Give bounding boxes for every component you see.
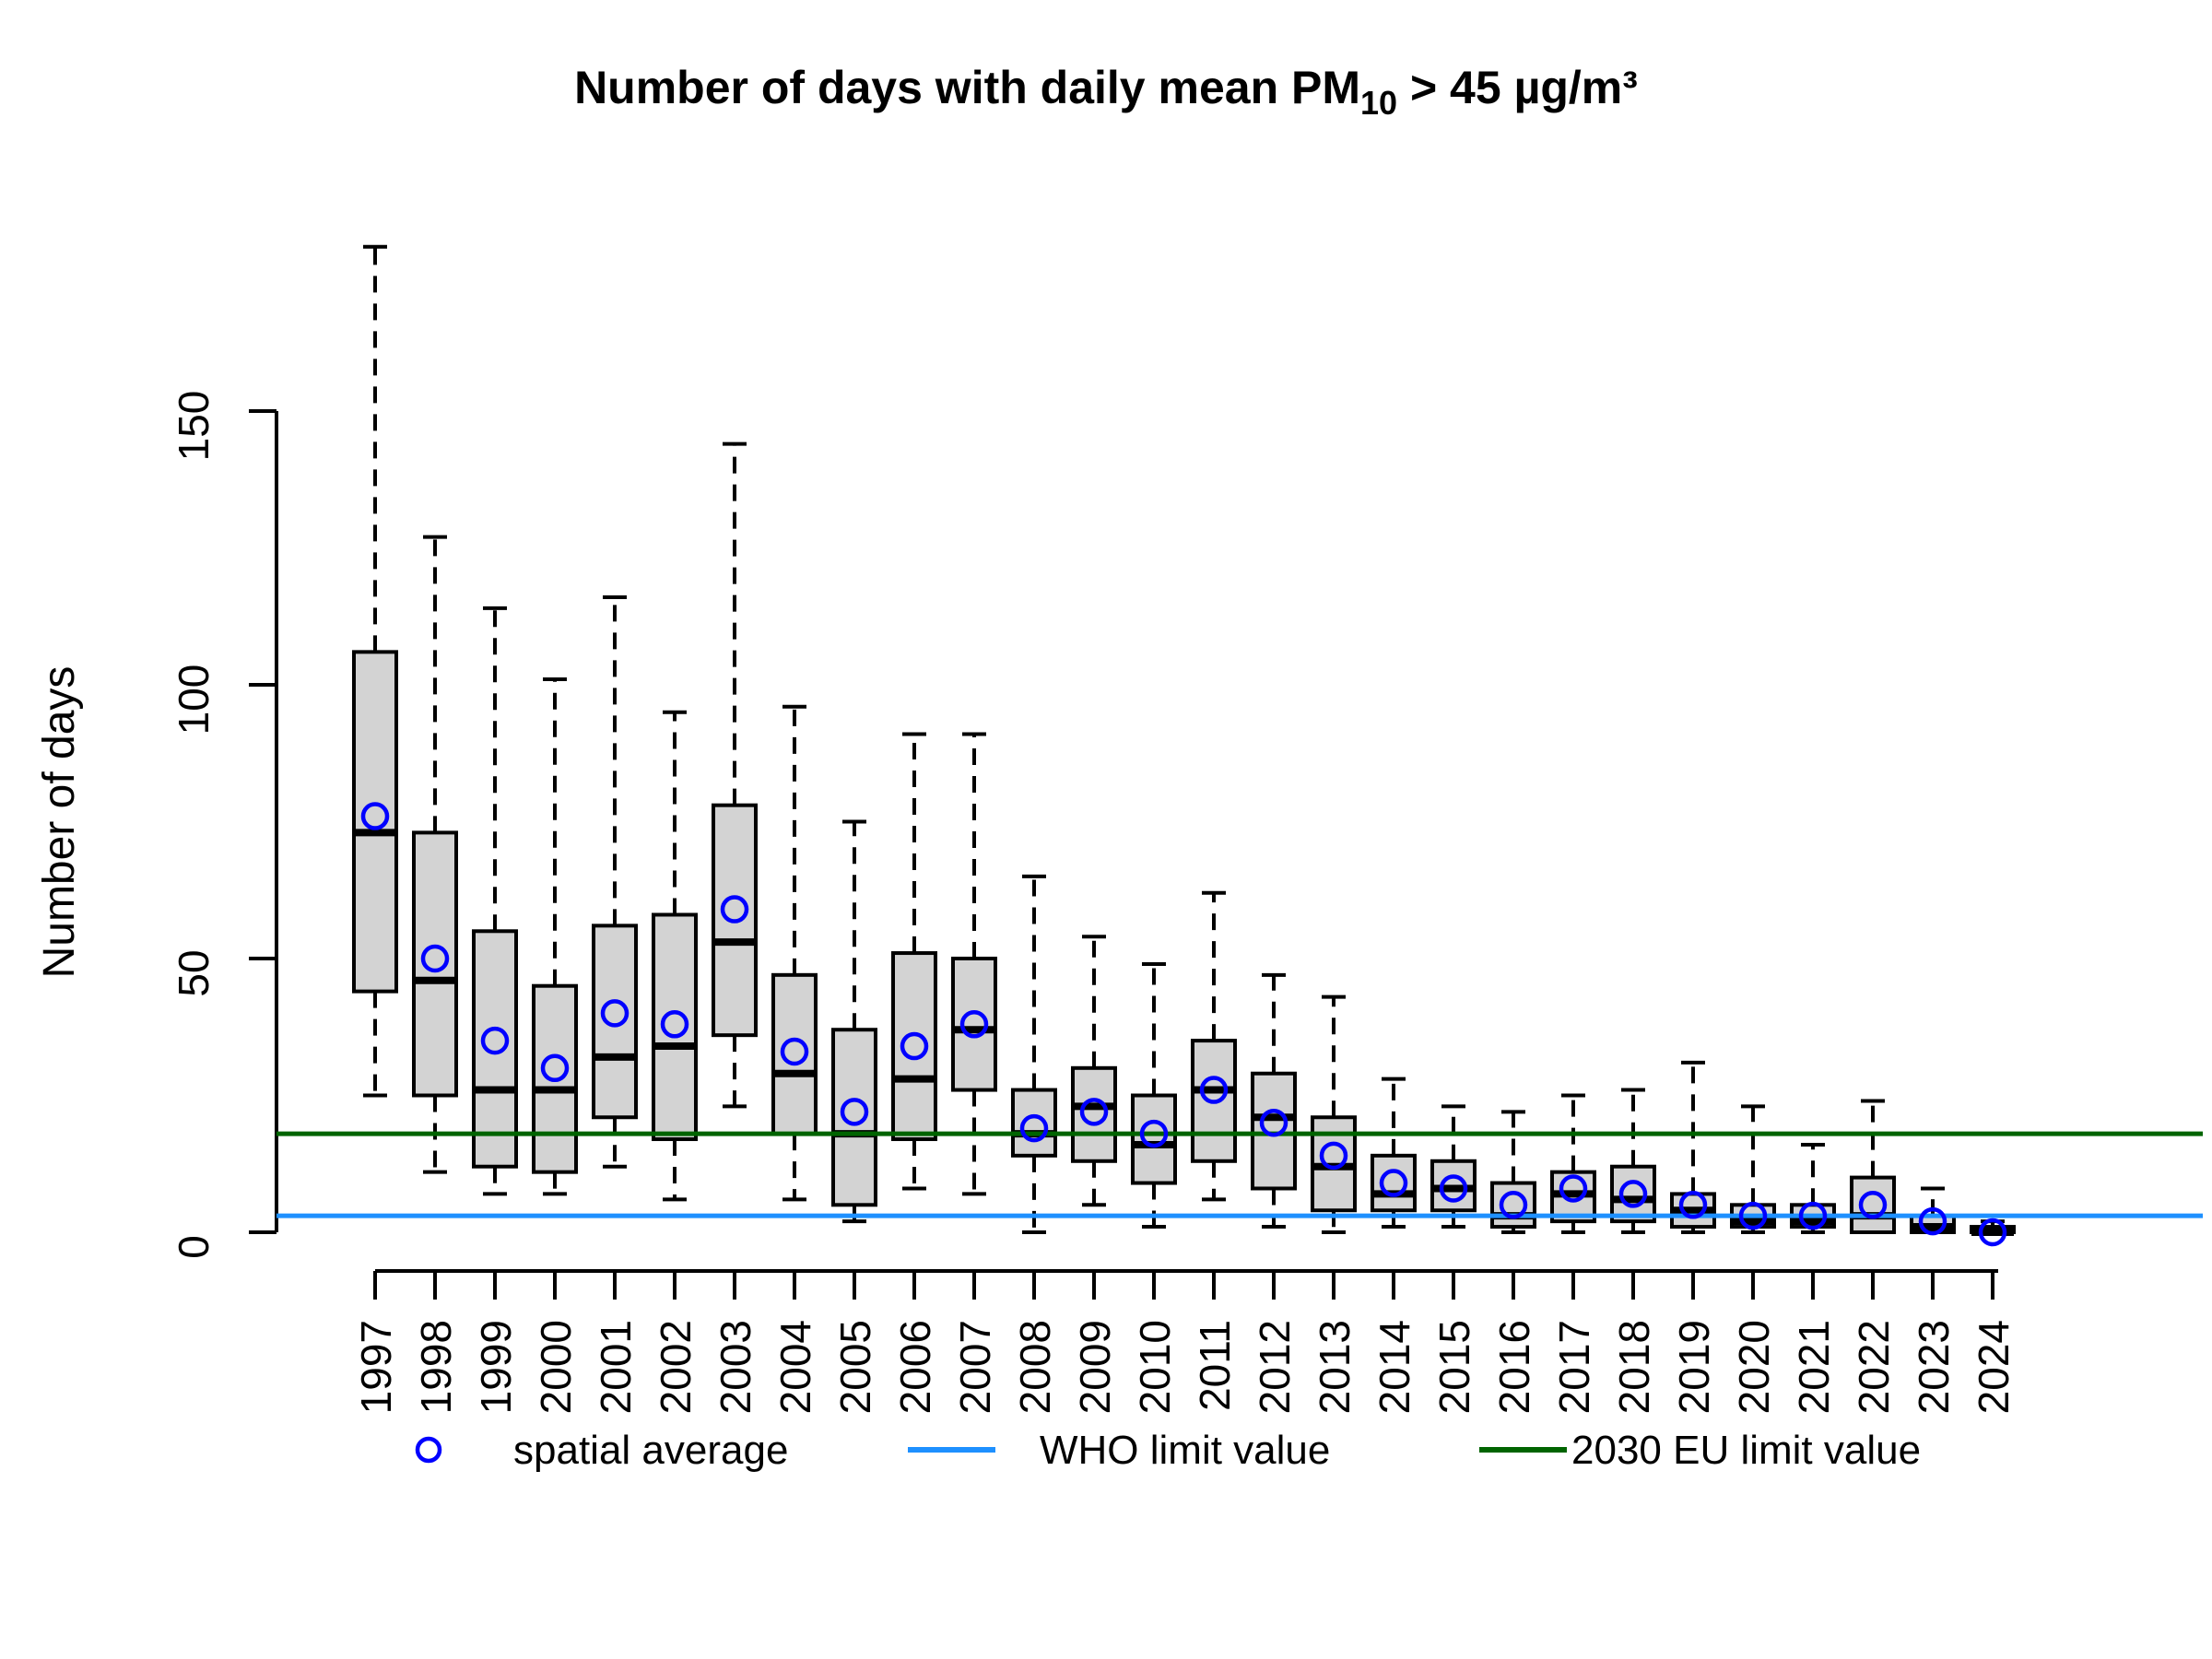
x-tick-label: 2008 [1011,1320,1059,1414]
mean-marker-2008 [1019,1113,1049,1143]
mean-marker-2002 [660,1010,689,1039]
mean-marker-2009 [1079,1098,1109,1126]
box-2004 [771,972,818,1136]
chart-title-prefix: Number of days with daily mean PM [574,62,1360,113]
x-tick-label: 2007 [951,1320,999,1414]
mean-marker-1997 [360,802,390,830]
mean-marker-2004 [780,1037,809,1066]
plot-area: 0 50 100 150 1997 1998 1999 2000 2001 2002 2003 200… [170,244,2203,1464]
mean-marker-2023 [1918,1206,1947,1236]
mean-marker-2013 [1319,1141,1348,1171]
box-2016 [1490,1181,1536,1230]
x-tick-label: 2005 [831,1320,879,1414]
x-tick-label: 1998 [412,1320,460,1414]
y-axis-title: Number of days [35,666,84,979]
y-tick-label: 0 [170,1235,218,1259]
mean-marker-2000 [540,1053,570,1083]
mean-marker-2019 [1678,1191,1708,1219]
x-tick-label: 2012 [1251,1320,1299,1414]
mean-marker-2006 [900,1031,929,1061]
box-1998 [412,830,458,1098]
x-tick-label: 2015 [1430,1320,1478,1414]
box-2005 [831,1028,877,1207]
mean-marker-2020 [1738,1201,1768,1230]
mean-marker-2015 [1439,1174,1468,1203]
box-2009 [1071,1065,1117,1163]
x-tick-label: 2016 [1490,1320,1538,1414]
box-2014 [1371,1153,1417,1213]
box-2008 [1011,1088,1057,1158]
legend-label-spatial-average: spatial average [513,1428,788,1473]
box-2018 [1610,1164,1656,1224]
mean-marker-2017 [1559,1174,1588,1203]
box-2006 [891,951,937,1142]
mean-marker-2018 [1618,1180,1648,1208]
box-2001 [592,924,638,1120]
mean-marker-2022 [1858,1191,1888,1219]
box-2022 [1850,1175,1896,1234]
x-tick-label: 2022 [1850,1320,1898,1414]
mean-marker-2011 [1199,1076,1229,1104]
x-tick-label: 2009 [1071,1320,1119,1414]
x-tick-label: 2003 [712,1320,759,1414]
box-1999 [472,929,518,1169]
x-tick-label: 2002 [652,1320,700,1414]
x-tick-label: 2011 [1191,1320,1239,1411]
legend-label-who-limit: WHO limit value [1040,1428,1330,1473]
x-tick-label: 1999 [472,1320,520,1414]
x-tick-label: 2010 [1131,1320,1179,1414]
mean-marker-1998 [420,944,450,973]
chart-title-subscript: 10 [1360,84,1397,122]
box-1997 [352,650,398,994]
mean-marker-2014 [1379,1169,1408,1197]
mean-marker-2010 [1139,1119,1169,1148]
mean-marker-2007 [959,1010,989,1039]
mean-marker-2001 [600,999,629,1028]
box-2012 [1251,1071,1297,1191]
mean-marker-2024 [1978,1218,2007,1247]
x-tick-label: 1997 [352,1320,400,1414]
x-tick-label: 2023 [1910,1320,1958,1414]
mean-marker-1999 [480,1026,510,1055]
x-tick-label: 2001 [592,1320,640,1414]
y-tick-label: 150 [170,391,218,462]
mean-marker-2021 [1798,1201,1828,1230]
x-tick-label: 2024 [1970,1320,2018,1414]
y-tick-label: 50 [170,949,218,996]
box-2007 [951,957,997,1092]
x-tick-label: 2013 [1311,1320,1359,1414]
mean-marker-2012 [1259,1108,1288,1137]
mean-marker-2005 [840,1098,869,1126]
x-tick-label: 2020 [1730,1320,1778,1414]
x-tick-label: 2014 [1371,1320,1418,1414]
legend-label-eu-limit: 2030 EU limit value [1571,1428,1921,1473]
y-tick-label: 100 [170,665,218,735]
box-2010 [1131,1093,1177,1185]
chart-title: Number of days with daily mean PM10 > 45… [574,62,1638,122]
x-tick-label: 2021 [1790,1320,1838,1414]
x-tick-label: 2019 [1670,1320,1718,1414]
x-tick-label: 2000 [532,1320,580,1414]
x-tick-label: 2004 [771,1320,819,1414]
x-tick-label: 2017 [1550,1320,1598,1414]
mean-marker-2003 [720,895,749,924]
x-tick-label: 2018 [1610,1320,1658,1414]
legend-icon-spatial-average [415,1436,442,1464]
x-tick-label: 2006 [891,1320,939,1414]
mean-marker-2016 [1499,1191,1528,1219]
box-2002 [652,912,698,1142]
chart-title-suffix: > 45 µg/m³ [1397,62,1638,113]
